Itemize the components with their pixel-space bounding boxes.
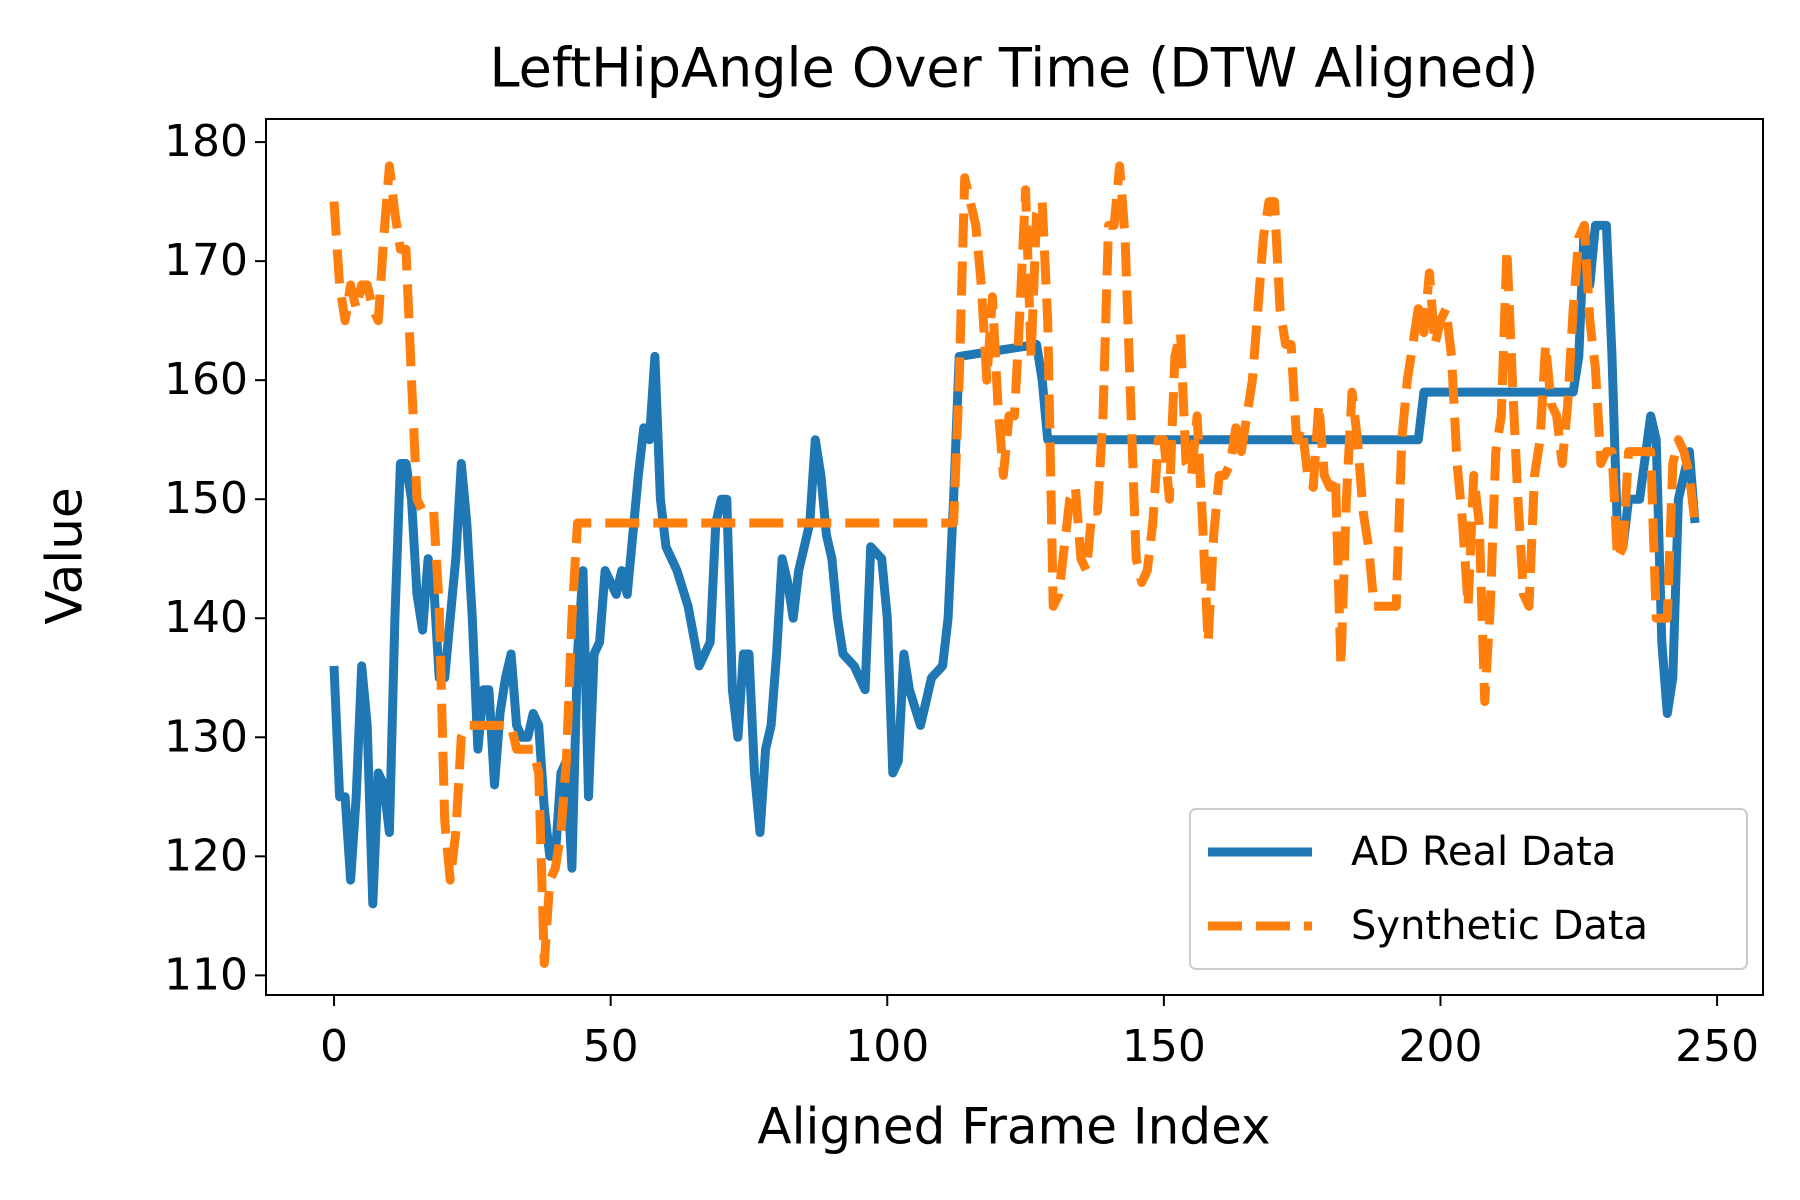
y-tick-label: 170 <box>164 235 248 286</box>
y-tick-label: 120 <box>164 830 248 881</box>
y-tick-label: 160 <box>164 354 248 405</box>
y-axis-label: Value <box>36 487 94 624</box>
plot-frame <box>265 118 1764 996</box>
legend-label: AD Real Data <box>1351 829 1616 875</box>
line-series <box>329 161 1700 968</box>
legend: AD Real Data Synthetic Data <box>1189 808 1748 970</box>
x-tick-label: 250 <box>1675 1021 1759 1072</box>
x-tick-label: 150 <box>1122 1021 1206 1072</box>
y-tick-label: 110 <box>164 949 248 1000</box>
x-tick-label: 100 <box>845 1021 929 1072</box>
y-tick-label: 180 <box>164 116 248 167</box>
x-tick-label: 50 <box>583 1021 639 1072</box>
legend-box <box>1189 808 1748 970</box>
x-axis-label: Aligned Frame Index <box>757 1098 1270 1156</box>
x-tick-label: 200 <box>1398 1021 1482 1072</box>
y-tick-label: 150 <box>164 473 248 524</box>
y-tick-label: 130 <box>164 711 248 762</box>
y-tick-label: 140 <box>164 592 248 643</box>
x-tick-label: 0 <box>320 1021 348 1072</box>
legend-label: Synthetic Data <box>1351 903 1648 949</box>
chart-title: LeftHipAngle Over Time (DTW Aligned) <box>490 37 1539 100</box>
